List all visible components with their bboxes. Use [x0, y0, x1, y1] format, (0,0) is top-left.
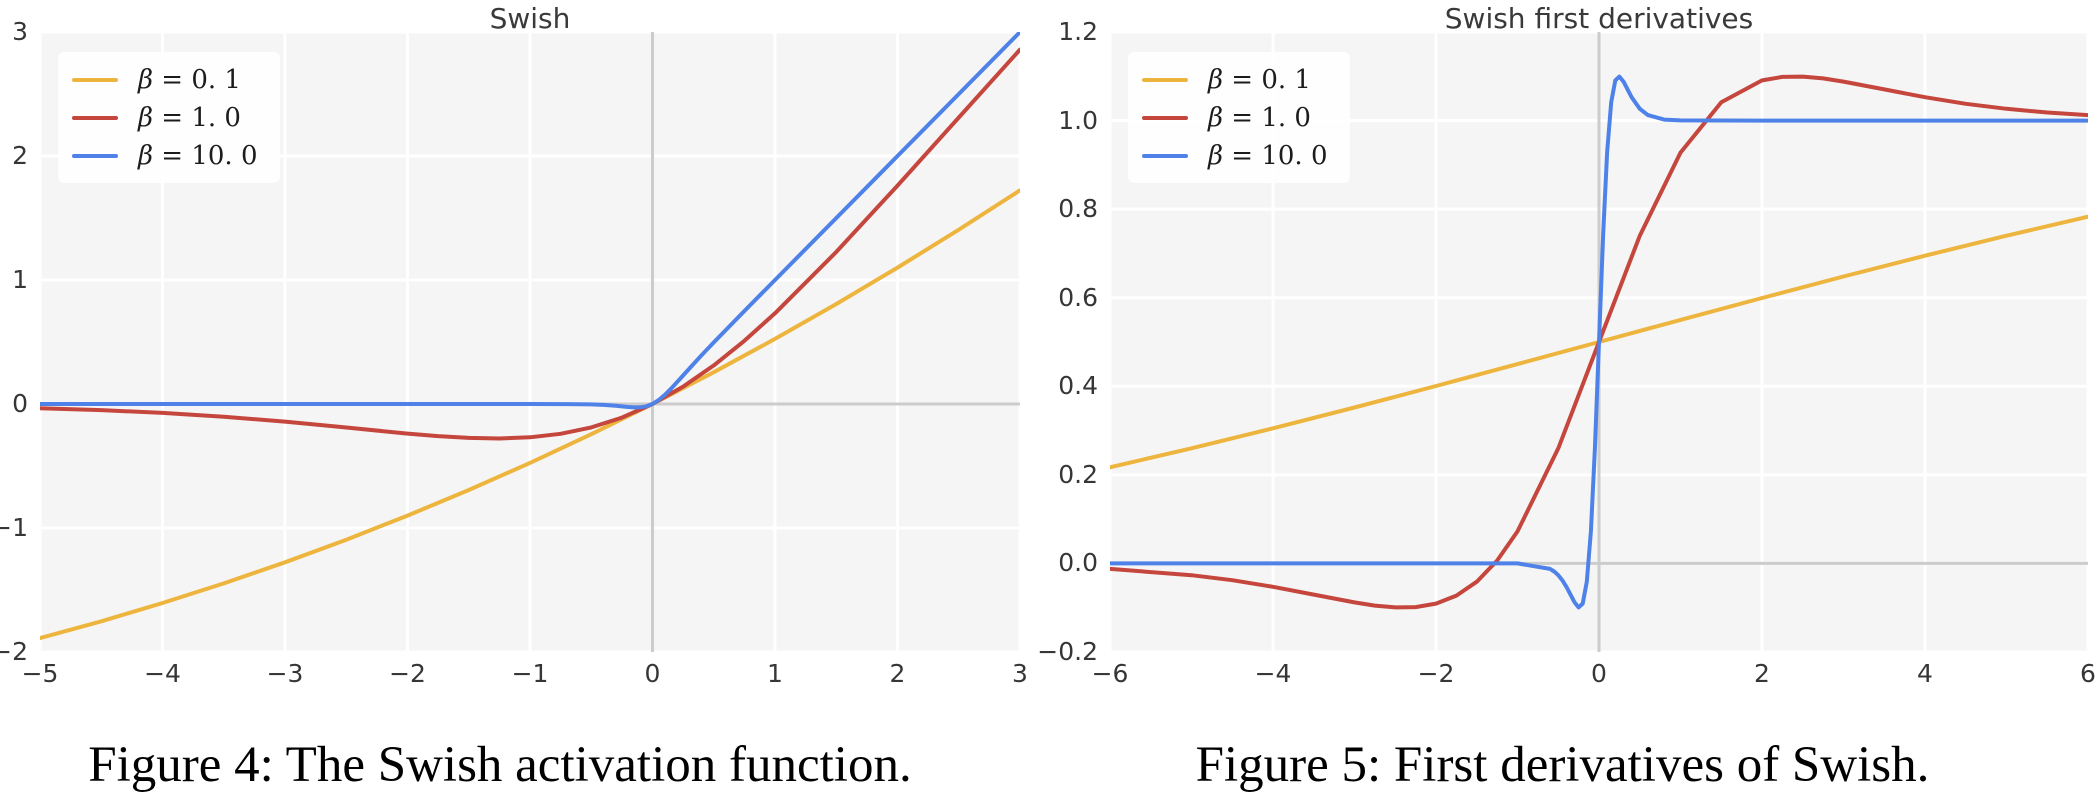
x-tick-label: −5: [21, 659, 59, 688]
y-tick-label: 0.4: [1058, 371, 1098, 401]
legend-line-swatch: [72, 77, 118, 82]
x-tick-label: 0: [1591, 659, 1607, 688]
plot-area: β = 0. 1 β = 1. 0 β = 10. 0: [1110, 32, 2088, 652]
x-tick-label: 0: [644, 659, 661, 688]
legend-line-swatch: [1142, 153, 1188, 158]
legend-item: β = 0. 1: [72, 64, 258, 95]
legend-value: = 10. 0: [153, 140, 258, 171]
beta-symbol: β: [1208, 64, 1224, 95]
y-tick-label: 2: [12, 141, 28, 170]
swish-derivatives-chart: Swish first derivatives β = 0. 1 β = 1. …: [1037, 0, 2100, 700]
beta-symbol: β: [1208, 140, 1224, 171]
legend-line-swatch: [1142, 115, 1188, 120]
y-tick-label: 1.0: [1058, 105, 1098, 135]
plot-area: β = 0. 1 β = 1. 0 β = 10. 0: [40, 32, 1020, 652]
x-tick-label: −2: [1417, 659, 1455, 688]
y-tick-label: −2: [0, 637, 28, 666]
y-tick-label: −1: [0, 513, 28, 542]
legend-item: β = 10. 0: [72, 140, 258, 171]
y-tick-label: −0.2: [1037, 637, 1098, 666]
x-tick-label: −2: [389, 659, 426, 688]
y-tick-label: 3: [12, 17, 28, 46]
legend-line-swatch: [72, 115, 118, 120]
chart-title: Swish: [489, 2, 571, 35]
legend-item: β = 10. 0: [1142, 140, 1328, 171]
legend-value: = 10. 0: [1223, 140, 1328, 171]
y-tick-label: 0.2: [1058, 459, 1098, 489]
y-tick-label: 0: [12, 389, 28, 418]
x-tick-label: 2: [1754, 659, 1770, 688]
chart-title: Swish first derivatives: [1444, 2, 1754, 35]
swish-function-chart: Swish β = 0. 1 β = 1. 0 β = 10. 0 −5 −4 −3…: [0, 0, 1050, 700]
y-tick-label: 0.0: [1058, 548, 1098, 578]
legend-value: = 1. 0: [1223, 102, 1311, 133]
legend-value: = 0. 1: [1223, 64, 1311, 95]
x-tick-label: 3: [1012, 659, 1028, 688]
legend: β = 0. 1 β = 1. 0 β = 10. 0: [1128, 52, 1350, 183]
legend-label: β = 10. 0: [1208, 141, 1328, 171]
x-tick-label: −1: [511, 659, 549, 688]
y-tick-label: 1: [12, 265, 28, 294]
y-tick-label: 1.2: [1058, 17, 1098, 46]
legend-item: β = 1. 0: [1142, 102, 1328, 133]
x-tick-label: −4: [1254, 659, 1292, 688]
legend-value: = 1. 0: [153, 102, 241, 133]
x-tick-label: 6: [2080, 659, 2096, 688]
y-tick-label: 0.6: [1058, 282, 1098, 312]
legend-value: = 0. 1: [153, 64, 241, 95]
legend-label: β = 1. 0: [1208, 103, 1311, 133]
legend-label: β = 0. 1: [1208, 65, 1311, 95]
legend-label: β = 0. 1: [138, 65, 241, 95]
legend-label: β = 1. 0: [138, 103, 241, 133]
figure-4-caption: Figure 4: The Swish activation function.: [88, 737, 912, 793]
legend-item: β = 1. 0: [72, 102, 258, 133]
x-tick-label: 2: [889, 659, 906, 688]
beta-symbol: β: [138, 140, 154, 171]
beta-symbol: β: [138, 64, 154, 95]
x-tick-label: 4: [1917, 659, 1933, 688]
figure-5-caption: Figure 5: First derivatives of Swish.: [1195, 737, 1930, 793]
legend-item: β = 0. 1: [1142, 64, 1328, 95]
y-tick-label: 0.8: [1058, 194, 1098, 224]
legend-line-swatch: [1142, 77, 1188, 82]
legend: β = 0. 1 β = 1. 0 β = 10. 0: [58, 52, 280, 183]
x-tick-label: 1: [767, 659, 783, 688]
x-tick-label: −4: [144, 659, 181, 688]
legend-label: β = 10. 0: [138, 141, 258, 171]
x-tick-label: −3: [266, 659, 304, 688]
beta-symbol: β: [138, 102, 154, 133]
x-tick-label: −6: [1091, 659, 1129, 688]
legend-line-swatch: [72, 153, 118, 158]
beta-symbol: β: [1208, 102, 1224, 133]
